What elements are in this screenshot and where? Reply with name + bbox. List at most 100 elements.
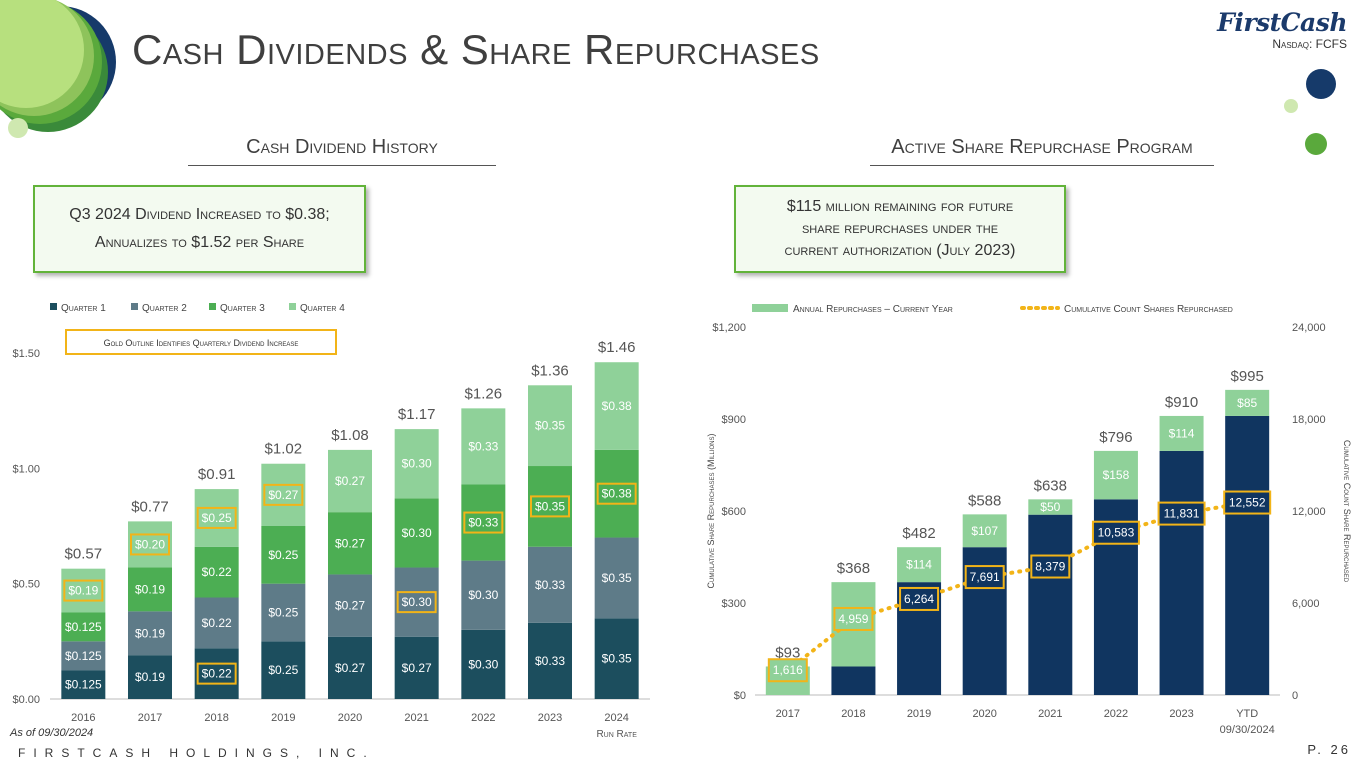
bar-annual <box>1225 389 1270 416</box>
legend-swatch-2 <box>131 303 138 310</box>
segment-label: $0.25 <box>268 548 298 562</box>
dividend-callout-line1: Q3 2024 Dividend Increased to $0.38; <box>69 206 330 223</box>
segment-label: $0.19 <box>68 584 98 598</box>
total-label: $1.17 <box>398 406 436 423</box>
bar-segment <box>528 466 572 547</box>
annual-label: $107 <box>971 524 998 538</box>
x-tick-label: 2023 <box>1169 708 1193 720</box>
segment-label: $0.35 <box>535 499 565 513</box>
segment-label: $0.27 <box>402 661 432 675</box>
decorative-circles <box>0 0 116 138</box>
bar-prior-cumulative <box>1225 415 1270 695</box>
segment-label: $0.22 <box>202 667 232 681</box>
total-label: $1.02 <box>265 441 303 458</box>
total-label: $93 <box>775 644 800 661</box>
bar-prior-cumulative <box>831 666 876 695</box>
dividend-section-rule <box>188 165 496 166</box>
cumulative-point-box <box>964 565 1005 590</box>
total-label: $995 <box>1231 368 1264 385</box>
bar-segment <box>528 622 572 699</box>
repurchase-callout-line2: share repurchases under the <box>801 220 999 237</box>
total-label: $638 <box>1034 477 1067 494</box>
bar-segment <box>194 648 239 699</box>
bar-segment <box>461 408 506 485</box>
y-right-axis-title: Cumulative Count Share Repurchased <box>1342 440 1352 583</box>
total-label: $0.77 <box>131 498 169 515</box>
bar-segment <box>394 498 439 568</box>
gold-outline <box>596 482 637 505</box>
total-label: $368 <box>837 560 870 577</box>
total-label: $1.08 <box>331 427 369 444</box>
annual-label: $50 <box>1040 500 1060 514</box>
segment-label: $0.35 <box>535 419 565 433</box>
x-tick-label: 2021 <box>404 712 428 724</box>
legend-swatch-annual <box>752 304 788 312</box>
total-label: $482 <box>902 525 935 542</box>
segment-label: $0.33 <box>468 439 498 453</box>
total-label: $1.46 <box>598 339 636 356</box>
gold-outline <box>396 591 437 614</box>
x-tick-label: 2023 <box>538 712 562 724</box>
decorative-dots <box>1284 69 1336 155</box>
segment-label: $0.25 <box>268 663 298 677</box>
x-tick-label: 2019 <box>271 712 295 724</box>
bar-segment <box>461 629 506 699</box>
dividend-chart: Quarter 1 Quarter 2 Quarter 3 Quarter 4 Gold… <box>12 303 650 740</box>
x-tick-label: 2017 <box>776 708 800 720</box>
y-right-tick-label: 18,000 <box>1292 414 1326 426</box>
legend-label-4: Quarter 4 <box>300 303 345 314</box>
x-tick-label: 2016 <box>71 712 95 724</box>
x-tick-label: 2021 <box>1038 708 1062 720</box>
total-label: $1.36 <box>531 362 569 379</box>
repurchase-callout-line3: current authorization (July 2023) <box>784 242 1016 259</box>
cumulative-point-label: 12,552 <box>1229 496 1266 510</box>
x-tick-label: 2022 <box>1104 708 1128 720</box>
bar-segment <box>61 568 106 613</box>
bar-segment <box>128 521 172 568</box>
segment-label: $0.19 <box>135 582 165 596</box>
segment-label: $0.35 <box>602 652 632 666</box>
legend-label-annual: Annual Repurchases – Current Year <box>793 304 953 315</box>
annual-label: $114 <box>1169 426 1195 440</box>
segment-label: $0.125 <box>65 620 102 634</box>
repurchase-section-rule <box>870 165 1214 166</box>
y-tick-label: $1.00 <box>12 463 40 475</box>
cumulative-point-box <box>899 586 940 611</box>
bar-segment <box>61 641 106 671</box>
segment-label: $0.27 <box>335 599 365 613</box>
annual-label: $158 <box>1103 468 1130 482</box>
y-right-tick-label: 6,000 <box>1292 598 1320 610</box>
cumulative-point-box <box>1223 490 1272 515</box>
x-tick-label: YTD <box>1236 708 1258 720</box>
total-label: $588 <box>968 492 1001 509</box>
total-label: $0.91 <box>198 466 236 483</box>
logo-name: FirstCash <box>1217 8 1347 37</box>
segment-label: $0.22 <box>202 565 232 579</box>
y-right-tick-label: 0 <box>1292 690 1298 702</box>
cumulative-point-box <box>767 658 808 683</box>
segment-label: $0.20 <box>135 537 165 551</box>
bar-segment <box>528 385 572 467</box>
segment-label: $0.33 <box>535 578 565 592</box>
bar-segment <box>594 618 639 699</box>
bar-segment <box>261 463 306 526</box>
segment-label: $0.125 <box>65 678 102 692</box>
company-logo: FirstCash Nasdaq: FCFS <box>1217 8 1347 51</box>
bar-segment <box>61 612 106 642</box>
segment-label: $0.22 <box>202 616 232 630</box>
x-tick-label: 2018 <box>204 712 228 724</box>
segment-label: $0.19 <box>135 626 165 640</box>
x-tick-label: 2019 <box>907 708 931 720</box>
gold-note-text: Gold Outline Identifies Quarterly Divide… <box>104 338 299 348</box>
bar-segment <box>128 567 172 612</box>
total-label: $796 <box>1099 429 1132 446</box>
segment-label: $0.33 <box>468 516 498 530</box>
bar-segment <box>328 574 372 637</box>
y-tick-label: $1.50 <box>12 348 40 360</box>
y-left-tick-label: $1,200 <box>712 322 746 334</box>
bar-segment <box>394 636 439 699</box>
y-right-tick-label: 24,000 <box>1292 322 1326 334</box>
gold-outline <box>463 511 504 534</box>
bar-annual <box>962 514 1007 548</box>
bar-segment <box>194 597 239 649</box>
